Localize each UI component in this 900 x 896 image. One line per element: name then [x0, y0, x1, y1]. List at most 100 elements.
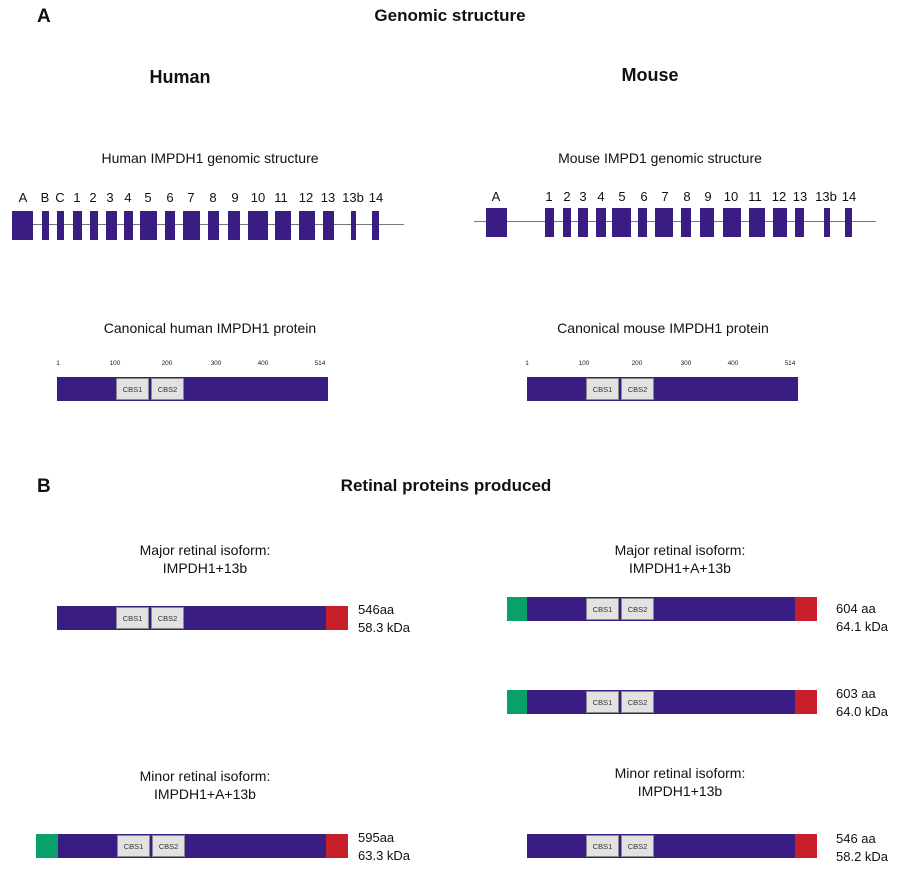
mouse-minor-size: 546 aa 58.2 kDa [836, 831, 889, 864]
cbs1-domain: CBS1 [586, 598, 619, 620]
human-major-size: 546aa 58.3 kDa [358, 602, 411, 635]
human-exon-label: 8 [209, 190, 217, 205]
human-exon [351, 211, 356, 240]
human-exon-label: 13b [342, 190, 364, 205]
cbs1-domain: CBS1 [116, 607, 149, 629]
mouse-exon-label: 9 [704, 189, 712, 204]
exon-13b-segment [795, 690, 817, 714]
mouse-exon-label: A [491, 189, 501, 204]
human-exon [372, 211, 379, 240]
human-exon-label: C [55, 190, 65, 205]
cbs1-domain: CBS1 [117, 835, 150, 857]
cbs2-domain: CBS2 [621, 835, 654, 857]
human-exon-label: 13 [320, 190, 336, 205]
retinal-proteins-title: Retinal proteins produced [340, 476, 552, 495]
mouse-exon [612, 208, 631, 237]
mouse-exon [723, 208, 741, 237]
human-exon [275, 211, 291, 240]
mouse-exon-label: 12 [771, 189, 787, 204]
mouse-major-2-size: 603 aa 64.0 kDa [836, 686, 889, 719]
human-exon-label: 4 [124, 190, 132, 205]
protein-bar [527, 597, 798, 621]
mouse-label: Mouse [621, 65, 679, 85]
human-exon [208, 211, 219, 240]
protein-bar [527, 834, 798, 858]
human-exon-label: 3 [106, 190, 114, 205]
panel-b-letter: B [37, 476, 51, 497]
tick-label: 200 [161, 360, 173, 367]
human-exon [165, 211, 175, 240]
mouse-exon-label: 1 [545, 189, 553, 204]
mouse-major-1-size: 604 aa 64.1 kDa [836, 601, 889, 634]
human-exon-label: 2 [89, 190, 97, 205]
human-exon [106, 211, 117, 240]
mouse-exon [795, 208, 804, 237]
human-exon [140, 211, 157, 240]
human-exon-label: B [40, 190, 50, 205]
human-exon-label: A [18, 190, 28, 205]
human-exon-label: 6 [166, 190, 174, 205]
human-exon [299, 211, 315, 240]
human-exon [73, 211, 82, 240]
human-exon-label: 14 [368, 190, 384, 205]
mouse-exon [596, 208, 606, 237]
mouse-exon [578, 208, 588, 237]
mouse-intron-line [474, 221, 876, 222]
mouse-exon [563, 208, 571, 237]
cbs2-domain: CBS2 [621, 378, 654, 400]
human-exon [183, 211, 200, 240]
mouse-genomic-structure-title: Mouse IMPD1 genomic structure [558, 150, 762, 166]
protein-bar [527, 690, 798, 714]
human-exon [124, 211, 133, 240]
human-exon [248, 211, 268, 240]
exon-a-segment [36, 834, 59, 858]
tick-label: 514 [784, 360, 796, 367]
exon-13b-segment [795, 834, 817, 858]
mouse-exon [773, 208, 787, 237]
mouse-exon-label: 13 [792, 189, 808, 204]
exon-13b-segment [795, 597, 817, 621]
mouse-exon-label: 8 [683, 189, 691, 204]
human-exon-label: 11 [274, 190, 288, 205]
human-exon-label: 7 [187, 190, 195, 205]
mouse-exon-label: 2 [563, 189, 571, 204]
protein-bar [57, 377, 328, 401]
human-exon [57, 211, 64, 240]
mouse-exon-label: 11 [748, 189, 762, 204]
cbs2-domain: CBS2 [151, 607, 184, 629]
tick-label: 400 [727, 360, 739, 367]
mouse-exon-label: 6 [640, 189, 648, 204]
cbs2-domain: CBS2 [152, 835, 185, 857]
mouse-exon-label: 10 [723, 189, 739, 204]
human-exon-label: 9 [231, 190, 239, 205]
cbs1-domain: CBS1 [586, 691, 619, 713]
genomic-structure-title: Genomic structure [374, 6, 526, 25]
panel-a-letter: A [37, 6, 51, 27]
human-exon [90, 211, 98, 240]
mouse-exon [638, 208, 647, 237]
human-genomic-structure-title: Human IMPDH1 genomic structure [101, 150, 319, 166]
exon-a-segment [507, 690, 528, 714]
exon-13b-segment [326, 606, 348, 630]
mouse-protein-title: Canonical mouse IMPDH1 protein [557, 320, 769, 336]
tick-label: 300 [210, 360, 222, 367]
mouse-exon-label: 5 [618, 189, 626, 204]
tick-label: 1 [56, 360, 60, 367]
protein-bar [527, 377, 798, 401]
human-exon-label: 5 [144, 190, 152, 205]
human-minor-caption: Minor retinal isoform: IMPDH1+A+13b [139, 768, 271, 802]
human-exon-label: 1 [73, 190, 81, 205]
human-exon-label: 10 [250, 190, 266, 205]
tick-label: 300 [680, 360, 692, 367]
cbs1-domain: CBS1 [116, 378, 149, 400]
mouse-exon [749, 208, 765, 237]
cbs2-domain: CBS2 [151, 378, 184, 400]
human-exon [228, 211, 240, 240]
human-protein-title: Canonical human IMPDH1 protein [103, 320, 317, 336]
human-label: Human [149, 67, 211, 87]
mouse-exon [545, 208, 554, 237]
mouse-exon-label: 4 [597, 189, 605, 204]
mouse-exon [700, 208, 714, 237]
mouse-exon [655, 208, 673, 237]
mouse-exon [681, 208, 691, 237]
